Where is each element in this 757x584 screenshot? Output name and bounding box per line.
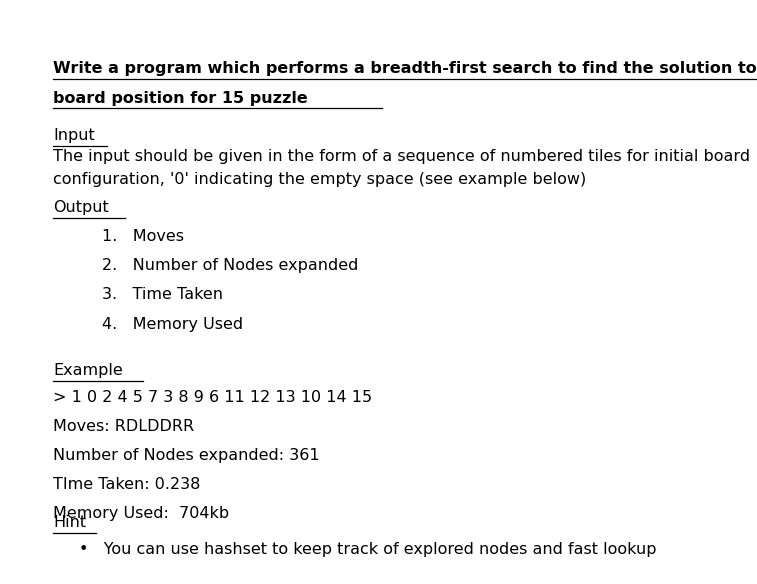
Text: Number of Nodes expanded: 361: Number of Nodes expanded: 361	[53, 448, 319, 463]
Text: Input: Input	[53, 128, 95, 144]
Text: Example: Example	[53, 363, 123, 378]
Text: Output: Output	[53, 200, 109, 215]
Text: 2.   Number of Nodes expanded: 2. Number of Nodes expanded	[102, 258, 359, 273]
Text: Memory Used:  704kb: Memory Used: 704kb	[53, 506, 229, 522]
Text: The input should be given in the form of a sequence of numbered tiles for initia: The input should be given in the form of…	[53, 149, 750, 164]
Text: configuration, '0' indicating the empty space (see example below): configuration, '0' indicating the empty …	[53, 172, 586, 187]
Text: 1.   Moves: 1. Moves	[102, 229, 184, 244]
Text: TIme Taken: 0.238: TIme Taken: 0.238	[53, 477, 201, 492]
Text: Write a program which performs a breadth-first search to find the solution to an: Write a program which performs a breadth…	[53, 61, 757, 77]
Text: Moves: RDLDDRR: Moves: RDLDDRR	[53, 419, 194, 434]
Text: > 1 0 2 4 5 7 3 8 9 6 11 12 13 10 14 15: > 1 0 2 4 5 7 3 8 9 6 11 12 13 10 14 15	[53, 390, 372, 405]
Text: Hint: Hint	[53, 515, 86, 530]
Text: 4.   Memory Used: 4. Memory Used	[102, 317, 243, 332]
Text: 3.   Time Taken: 3. Time Taken	[102, 287, 223, 303]
Text: board position for 15 puzzle: board position for 15 puzzle	[53, 91, 308, 106]
Text: •   You can use hashset to keep track of explored nodes and fast lookup: • You can use hashset to keep track of e…	[79, 542, 657, 557]
